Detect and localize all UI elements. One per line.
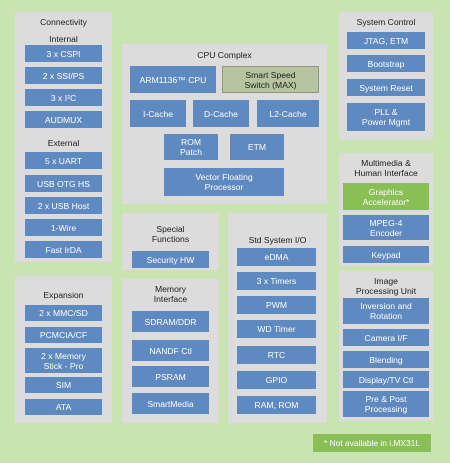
std-system-io-panel: Std System I/O eDMA 3 x Timers PWM WD Ti… (228, 213, 327, 423)
dcache-block: D-Cache (193, 100, 249, 127)
l2cache-block: L2-Cache (257, 100, 319, 127)
memory-interface-panel: Memory Interface SDRAM/DDR NANDF Ctl PSR… (122, 279, 219, 423)
arm1136-cpu-block: ARM1136™ CPU (130, 66, 216, 93)
smart-speed-switch-block: Smart Speed Switch (MAX) (222, 66, 319, 93)
external-usb-otg-block: USB OTG HS (25, 175, 102, 192)
internal-3x-cspi-block: 3 x CSPI (25, 45, 102, 62)
icache-block: I-Cache (130, 100, 186, 127)
expansion-title: Expansion (43, 290, 84, 300)
gpio-block: GPIO (237, 371, 316, 389)
external-subtitle: External (47, 138, 80, 148)
expansion-panel: Expansion 2 x MMC/SD PCMCIA/CF 2 x Memor… (15, 276, 112, 423)
nandf-ctl-block: NANDF Ctl (132, 340, 209, 361)
etm-block: ETM (230, 134, 284, 160)
image-processing-title: Image Processing Unit (355, 276, 417, 296)
internal-audmux-block: AUDMUX (25, 111, 102, 128)
security-hw-block: Security HW (132, 251, 209, 268)
external-1-wire-block: 1-Wire (25, 219, 102, 236)
keypad-block: Keypad (343, 246, 429, 263)
inversion-rotation-block: Inversion and Rotation (343, 298, 429, 324)
blending-block: Blending (343, 351, 429, 368)
internal-2x-ssi-block: 2 x SSI/PS (25, 67, 102, 84)
multimedia-panel: Multimedia & Human Interface Graphics Ac… (339, 153, 433, 266)
camera-if-block: Camera I/F (343, 329, 429, 346)
expansion-ata-block: ATA (25, 399, 102, 415)
pwm-block: PWM (237, 296, 316, 314)
expansion-mmc-sd-block: 2 x MMC/SD (25, 305, 102, 321)
connectivity-title: Connectivity (40, 17, 87, 27)
psram-block: PSRAM (132, 366, 209, 387)
connectivity-panel: Connectivity Internal 3 x CSPI 2 x SSI/P… (15, 12, 112, 262)
system-control-panel: System Control JTAG, ETM Bootstrap Syste… (339, 12, 433, 140)
cpu-complex-title: CPU Complex (197, 50, 252, 60)
internal-subtitle: Internal (49, 34, 78, 44)
vector-floating-processor-block: Vector Floating Processor (164, 168, 284, 196)
std-system-io-title: Std System I/O (248, 235, 307, 245)
special-functions-title: Special Functions (151, 224, 190, 244)
rtc-block: RTC (237, 346, 316, 364)
cpu-complex-panel: CPU Complex ARM1136™ CPU Smart Speed Swi… (122, 44, 327, 204)
image-processing-panel: Image Processing Unit Inversion and Rota… (339, 271, 433, 421)
wd-timer-block: WD Timer (237, 320, 316, 338)
external-fast-irda-block: Fast IrDA (25, 241, 102, 258)
special-functions-panel: Special Functions Security HW (122, 213, 219, 270)
internal-3x-i2c-block: 3 x I²C (25, 89, 102, 106)
pre-post-processing-block: Pre & Post Processing (343, 391, 429, 417)
multimedia-title: Multimedia & Human Interface (354, 158, 418, 178)
expansion-sim-block: SIM (25, 377, 102, 393)
smartmedia-block: SmartMedia (132, 393, 209, 414)
jtag-etm-block: JTAG, ETM (347, 32, 425, 49)
edma-block: eDMA (237, 248, 316, 266)
ram-rom-block: RAM, ROM (237, 396, 316, 414)
graphics-accelerator-block: Graphics Accelerator* (343, 183, 429, 210)
system-control-title: System Control (356, 17, 416, 27)
expansion-memory-stick-block: 2 x Memory Stick - Pro (25, 348, 102, 373)
rom-patch-block: ROM Patch (164, 134, 218, 160)
bootstrap-block: Bootstrap (347, 55, 425, 72)
pll-power-mgmt-block: PLL & Power Mgmt (347, 103, 425, 131)
mpeg4-encoder-block: MPEG-4 Encoder (343, 215, 429, 240)
external-5x-uart-block: 5 x UART (25, 152, 102, 169)
sdram-ddr-block: SDRAM/DDR (132, 311, 209, 332)
display-tv-ctl-block: Display/TV Ctl (343, 371, 429, 388)
footnote: * Not available in i.MX31L (313, 434, 431, 452)
external-usb-host-block: 2 x USB Host (25, 197, 102, 214)
memory-interface-title: Memory Interface (153, 284, 188, 304)
expansion-pcmcia-cf-block: PCMCIA/CF (25, 327, 102, 343)
timers-block: 3 x Timers (237, 272, 316, 290)
system-reset-block: System Reset (347, 79, 425, 96)
